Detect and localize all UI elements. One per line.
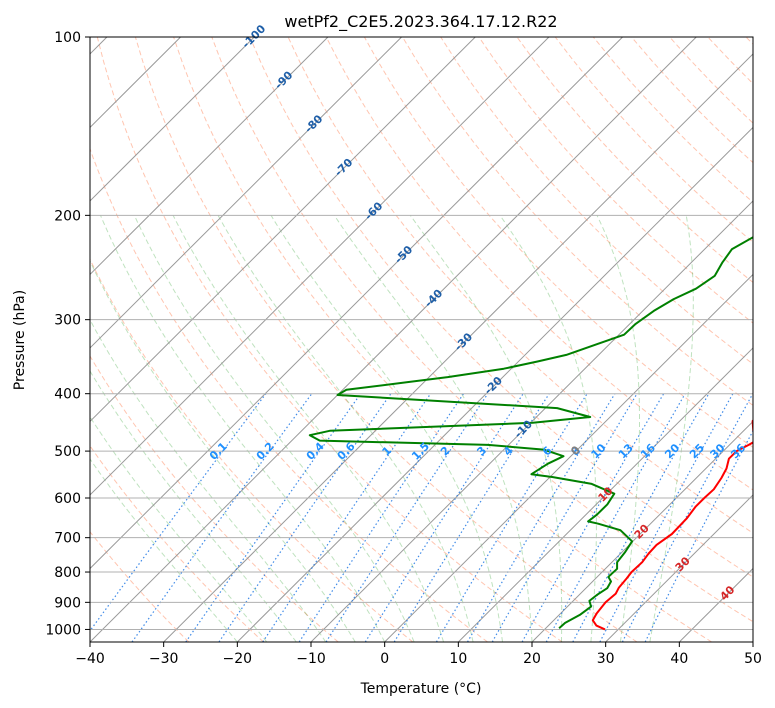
isotherm-line bbox=[90, 37, 623, 570]
dry-adiabat bbox=[90, 530, 190, 642]
pressure-gridlines bbox=[90, 37, 753, 630]
dry-adiabat bbox=[90, 355, 339, 642]
x-tick-label: 30 bbox=[597, 651, 615, 667]
plot-frame bbox=[89, 36, 754, 643]
mixing-ratio-line bbox=[298, 393, 465, 642]
x-tick-label: −30 bbox=[149, 651, 179, 667]
dry-adiabat bbox=[516, 37, 753, 284]
moist-adiabat bbox=[100, 215, 386, 642]
moist-adiabat bbox=[90, 318, 327, 642]
profile-line bbox=[591, 418, 753, 631]
dry-adiabat bbox=[90, 445, 264, 642]
moist-adiabat bbox=[90, 259, 356, 642]
dry-adiabat bbox=[325, 37, 753, 491]
dry-adiabat bbox=[134, 37, 638, 642]
isotherm-line bbox=[457, 347, 753, 642]
moist-adiabat bbox=[90, 370, 297, 642]
dry-adiabat bbox=[440, 37, 753, 365]
mixing-ratio-line bbox=[185, 393, 362, 642]
x-tick-label: 20 bbox=[523, 651, 541, 667]
isotherm-line bbox=[90, 37, 255, 202]
mixing-ratio-line bbox=[466, 393, 616, 642]
y-tick-label: 1000 bbox=[45, 622, 81, 638]
y-axis-ticks: 100 200 300 400 500 600 700 800 900 1000 bbox=[45, 30, 90, 638]
y-tick-label: 600 bbox=[54, 491, 81, 507]
x-tick-label: −20 bbox=[223, 651, 253, 667]
mixing-ratio-line bbox=[90, 393, 267, 632]
mixing-ratio-line bbox=[364, 393, 524, 642]
y-tick-label: 700 bbox=[54, 531, 81, 547]
y-axis-label: Pressure (hPa) bbox=[12, 290, 28, 390]
moist-adiabat bbox=[649, 215, 694, 642]
dry-adiabat bbox=[173, 37, 712, 642]
moist-adiabat bbox=[172, 215, 445, 642]
mixing-ratio-line bbox=[644, 429, 753, 642]
x-axis-label: Temperature (°C) bbox=[360, 681, 482, 697]
isotherm-line bbox=[90, 37, 550, 496]
x-tick-label: −40 bbox=[75, 651, 105, 667]
mixing-ratio-line bbox=[545, 393, 686, 642]
moist-adiabat bbox=[90, 458, 238, 642]
profile-series bbox=[308, 236, 753, 631]
dry-adiabat bbox=[249, 37, 753, 578]
mixing-ratio-line bbox=[131, 393, 313, 642]
mixing-ratio-line bbox=[393, 393, 550, 642]
moist-adiabat bbox=[270, 215, 503, 642]
mixing-ratio-line bbox=[435, 393, 588, 642]
isotherm-line bbox=[236, 126, 753, 642]
y-tick-label: 100 bbox=[54, 30, 81, 46]
y-tick-label: 900 bbox=[54, 595, 81, 611]
y-tick-label: 500 bbox=[54, 444, 81, 460]
chart-title: wetPf2_C2E5.2023.364.17.12.R22 bbox=[284, 12, 557, 32]
dry-adiabat bbox=[90, 147, 488, 642]
dry-adiabat bbox=[211, 37, 753, 623]
isotherm-line bbox=[90, 37, 476, 423]
isotherm-line bbox=[310, 200, 753, 642]
y-tick-label: 200 bbox=[54, 208, 81, 224]
mixing-ratio-line bbox=[521, 393, 665, 642]
moist-adiabat bbox=[409, 215, 563, 642]
moist-adiabat bbox=[90, 415, 268, 642]
x-tick-label: 10 bbox=[449, 651, 467, 667]
isotherm-line bbox=[90, 37, 329, 276]
isotherm-line bbox=[90, 37, 402, 349]
y-tick-label: 300 bbox=[54, 313, 81, 329]
moist-adiabat bbox=[596, 215, 640, 642]
x-tick-label: −10 bbox=[296, 651, 326, 667]
mixing-ratio-line bbox=[572, 393, 710, 642]
isotherm-line bbox=[163, 53, 753, 642]
isotherm-line bbox=[605, 494, 753, 642]
mixing-ratio-line bbox=[325, 393, 489, 642]
mixing-ratio-line bbox=[262, 393, 432, 642]
isotherm-line bbox=[90, 37, 697, 642]
profile-line bbox=[308, 236, 753, 629]
x-axis-ticks: −40 −30 −20 −10 0 10 20 30 40 50 bbox=[75, 642, 762, 667]
x-tick-label: 40 bbox=[670, 651, 688, 667]
x-tick-label: 0 bbox=[380, 651, 389, 667]
background-lines bbox=[90, 37, 753, 642]
y-tick-label: 800 bbox=[54, 565, 81, 581]
dry-adiabat bbox=[402, 37, 753, 406]
y-tick-label: 400 bbox=[54, 387, 81, 403]
moist-adiabat bbox=[133, 215, 415, 642]
isotherm-line bbox=[384, 273, 753, 642]
x-tick-label: 50 bbox=[744, 651, 762, 667]
mixing-ratio-line bbox=[491, 393, 638, 642]
dry-adiabat bbox=[96, 37, 563, 642]
